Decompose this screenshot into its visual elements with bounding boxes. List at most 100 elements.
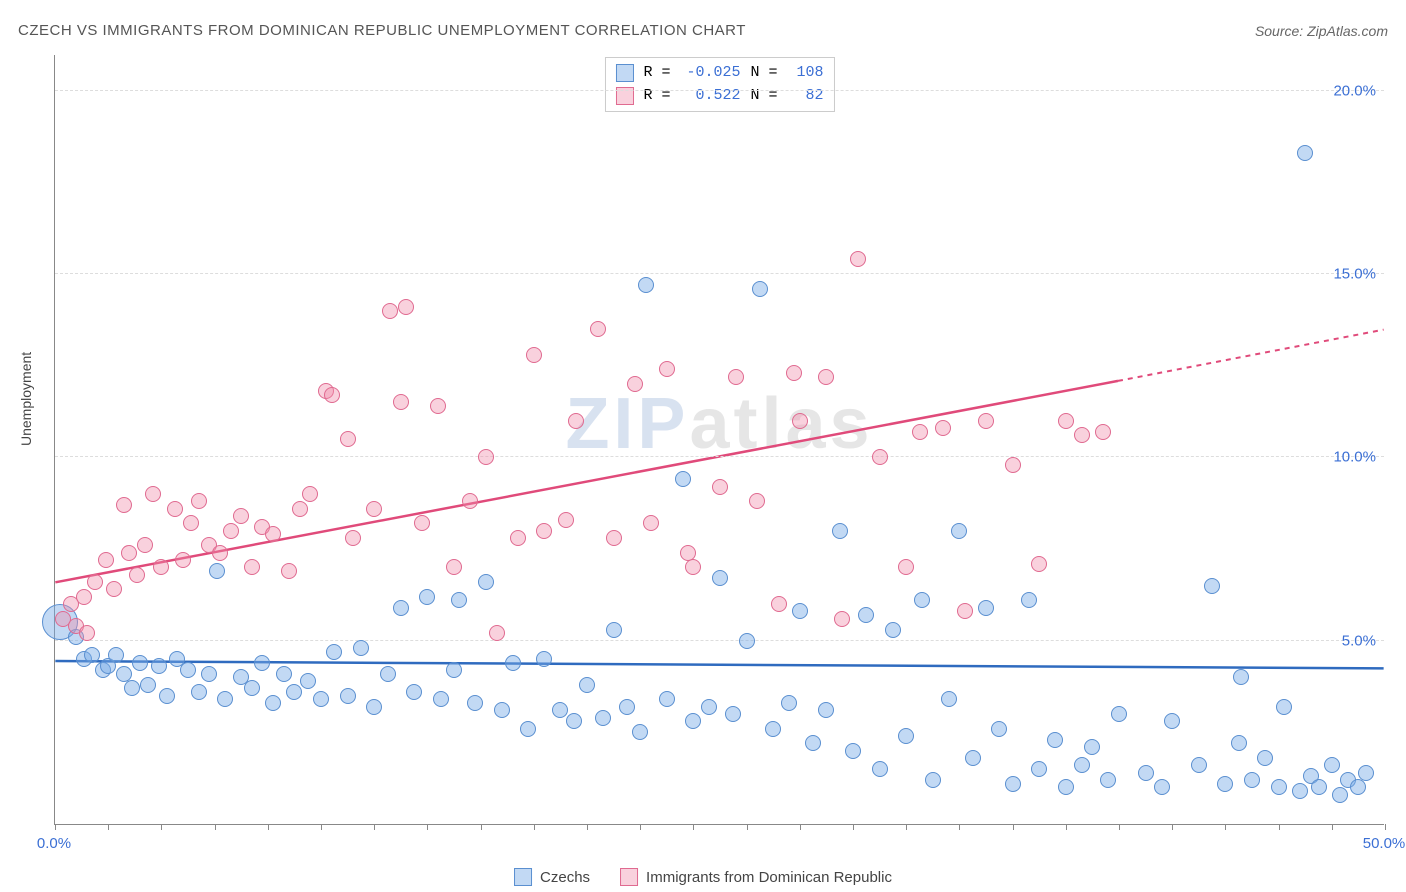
source-prefix: Source: xyxy=(1255,23,1307,39)
data-point xyxy=(991,721,1007,737)
x-tick xyxy=(534,824,535,830)
data-point xyxy=(885,622,901,638)
data-point xyxy=(1244,772,1260,788)
data-point xyxy=(175,552,191,568)
data-point xyxy=(414,515,430,531)
legend-swatch xyxy=(620,868,638,886)
data-point xyxy=(872,761,888,777)
data-point xyxy=(957,603,973,619)
data-point xyxy=(536,651,552,667)
legend-label: Immigrants from Dominican Republic xyxy=(646,869,892,886)
data-point xyxy=(159,688,175,704)
grid-line-h xyxy=(55,273,1384,274)
r-label: R = xyxy=(643,85,670,108)
data-point xyxy=(1021,592,1037,608)
x-tick xyxy=(321,824,322,830)
data-point xyxy=(1031,761,1047,777)
chart-title: CZECH VS IMMIGRANTS FROM DOMINICAN REPUB… xyxy=(18,22,746,39)
x-tick xyxy=(959,824,960,830)
data-point xyxy=(771,596,787,612)
data-point xyxy=(898,559,914,575)
x-tick xyxy=(1279,824,1280,830)
data-point xyxy=(393,394,409,410)
data-point xyxy=(728,369,744,385)
data-point xyxy=(451,592,467,608)
data-point xyxy=(1292,783,1308,799)
data-point xyxy=(153,559,169,575)
data-point xyxy=(201,666,217,682)
data-point xyxy=(792,603,808,619)
data-point xyxy=(430,398,446,414)
data-point xyxy=(300,673,316,689)
data-point xyxy=(494,702,510,718)
correlation-stats-box: R =-0.025N =108R =0.522N =82 xyxy=(604,57,834,112)
x-tick xyxy=(1013,824,1014,830)
data-point xyxy=(244,680,260,696)
legend-item: Czechs xyxy=(514,868,590,886)
data-point xyxy=(659,691,675,707)
data-point xyxy=(935,420,951,436)
data-point xyxy=(505,655,521,671)
data-point xyxy=(685,713,701,729)
data-point xyxy=(632,724,648,740)
data-point xyxy=(805,735,821,751)
data-point xyxy=(433,691,449,707)
data-point xyxy=(180,662,196,678)
data-point xyxy=(1095,424,1111,440)
x-tick xyxy=(55,824,56,830)
data-point xyxy=(223,523,239,539)
data-point xyxy=(292,501,308,517)
grid-line-h xyxy=(55,640,1384,641)
data-point xyxy=(446,559,462,575)
data-point xyxy=(1031,556,1047,572)
data-point xyxy=(568,413,584,429)
data-point xyxy=(124,680,140,696)
data-point xyxy=(106,581,122,597)
data-point xyxy=(1047,732,1063,748)
data-point xyxy=(579,677,595,693)
x-tick xyxy=(747,824,748,830)
data-point xyxy=(834,611,850,627)
data-point xyxy=(121,545,137,561)
data-point xyxy=(558,512,574,528)
data-point xyxy=(858,607,874,623)
x-tick xyxy=(587,824,588,830)
grid-line-h xyxy=(55,456,1384,457)
legend-swatch xyxy=(514,868,532,886)
data-point xyxy=(167,501,183,517)
data-point xyxy=(832,523,848,539)
data-point xyxy=(191,684,207,700)
r-label: R = xyxy=(643,62,670,85)
data-point xyxy=(701,699,717,715)
r-value: 0.522 xyxy=(681,85,741,108)
x-tick xyxy=(1066,824,1067,830)
data-point xyxy=(1324,757,1340,773)
data-point xyxy=(725,706,741,722)
data-point xyxy=(1311,779,1327,795)
data-point xyxy=(217,691,233,707)
data-point xyxy=(1231,735,1247,751)
data-point xyxy=(462,493,478,509)
data-point xyxy=(536,523,552,539)
data-point xyxy=(98,552,114,568)
data-point xyxy=(313,691,329,707)
trend-line-extrapolated xyxy=(1118,330,1384,381)
x-tick-label: 0.0% xyxy=(37,835,71,852)
data-point xyxy=(765,721,781,737)
data-point xyxy=(340,431,356,447)
data-point xyxy=(478,449,494,465)
data-point xyxy=(209,563,225,579)
stats-row: R =-0.025N =108 xyxy=(615,62,823,85)
data-point xyxy=(137,537,153,553)
data-point xyxy=(1005,457,1021,473)
data-point xyxy=(627,376,643,392)
data-point xyxy=(590,321,606,337)
data-point xyxy=(925,772,941,788)
data-point xyxy=(145,486,161,502)
data-point xyxy=(233,508,249,524)
data-point xyxy=(1100,772,1116,788)
data-point xyxy=(276,666,292,682)
data-point xyxy=(129,567,145,583)
data-point xyxy=(872,449,888,465)
chart-legend: Czechs Immigrants from Dominican Republic xyxy=(514,868,892,886)
